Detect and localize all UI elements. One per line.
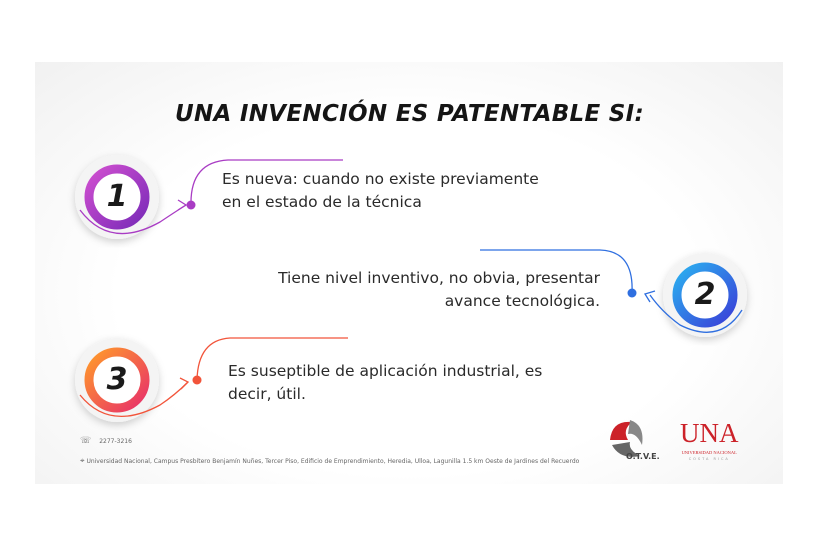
una-logo-subtitle: UNIVERSIDAD NACIONAL: [680, 449, 739, 456]
step-number-1: 1: [97, 179, 137, 215]
una-logo: UNA UNIVERSIDAD NACIONAL COSTA RICA: [680, 418, 739, 462]
item-2-text: Tiene nivel inventivo, no obvia, present…: [278, 267, 600, 313]
item-2-line-2: avance tecnológica.: [278, 290, 600, 313]
item-1-line-2: en el estado de la técnica: [222, 191, 539, 214]
address-text: Universidad Nacional, Campus Presbítero …: [86, 458, 579, 465]
location-pin-icon: ⌖: [80, 456, 85, 465]
phone-number: 2277-3216: [99, 438, 132, 445]
item-3-line-1: Es suseptible de aplicación industrial, …: [228, 360, 542, 383]
item-1-line-1: Es nueva: cuando no existe previamente: [222, 168, 539, 191]
step-number-3: 3: [97, 362, 137, 398]
una-logo-country: COSTA RICA: [680, 456, 739, 462]
otve-logo-text: O.T.V.E.: [626, 452, 660, 462]
item-1-text: Es nueva: cuando no existe previamente e…: [222, 168, 539, 214]
item-2-line-1: Tiene nivel inventivo, no obvia, present…: [278, 267, 600, 290]
phone-icon: ☏: [80, 436, 91, 446]
footer-address: ⌖ Universidad Nacional, Campus Presbíter…: [80, 456, 579, 467]
item-3-line-2: decir, útil.: [228, 383, 542, 406]
una-logo-text: UNA: [680, 418, 739, 449]
footer-phone: ☏ 2277-3216: [80, 436, 132, 447]
item-3-text: Es suseptible de aplicación industrial, …: [228, 360, 542, 406]
step-number-2: 2: [685, 277, 725, 313]
